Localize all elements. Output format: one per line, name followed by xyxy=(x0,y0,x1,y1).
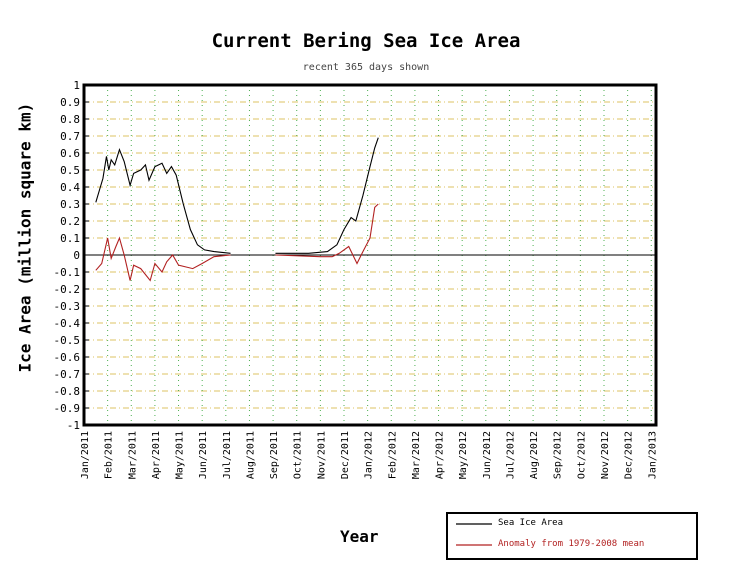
y-tick-label: 0.5 xyxy=(60,164,80,177)
y-tick-label: 1 xyxy=(73,79,80,92)
y-tick-label: 0.1 xyxy=(60,232,80,245)
legend-label-ice: Sea Ice Area xyxy=(498,518,564,528)
legend: Sea Ice Area Anomaly from 1979-2008 mean xyxy=(446,512,698,560)
y-tick-label: 0 xyxy=(73,249,80,262)
chart-subtitle: recent 365 days shown xyxy=(302,62,430,73)
legend-label-anomaly: Anomaly from 1979-2008 mean xyxy=(498,539,645,549)
y-tick-label: -0.9 xyxy=(54,402,81,415)
y-tick-label: -0.1 xyxy=(54,266,81,279)
x-tick-label: Apr/2011 xyxy=(151,431,162,479)
anomaly-line xyxy=(275,203,379,265)
x-tick-label: Jan/2012 xyxy=(364,431,375,479)
chart-title: Current Bering Sea Ice Area xyxy=(211,30,521,52)
y-tick-label: -0.3 xyxy=(54,300,81,313)
x-tick-label: Apr/2012 xyxy=(435,431,446,479)
y-tick-label: 0.4 xyxy=(60,181,80,194)
y-tick-label: 0.6 xyxy=(60,147,80,160)
y-tick-label: -0.2 xyxy=(54,283,81,296)
x-tick-label: Dec/2012 xyxy=(624,431,635,479)
x-tick-label: Sep/2012 xyxy=(553,431,564,479)
y-tick-label: -0.4 xyxy=(54,317,81,330)
anomaly-line xyxy=(95,236,231,282)
x-tick-label: Mar/2012 xyxy=(411,431,422,479)
x-tick-label: Nov/2012 xyxy=(600,431,611,479)
x-tick-label: Nov/2011 xyxy=(316,431,327,479)
x-tick-label: Feb/2012 xyxy=(387,431,398,479)
x-tick-label: Mar/2011 xyxy=(127,431,138,479)
x-tick-label: May/2012 xyxy=(458,431,469,479)
sea-ice-area-line xyxy=(95,147,231,254)
y-tick-label: -1 xyxy=(67,419,80,432)
y-tick-label: -0.5 xyxy=(54,334,81,347)
x-tick-label: Jul/2012 xyxy=(505,431,516,479)
x-tick-label: Jun/2011 xyxy=(198,431,209,479)
x-tick-label: Oct/2011 xyxy=(293,431,304,479)
y-tick-label: 0.3 xyxy=(60,198,80,211)
x-tick-label: Dec/2011 xyxy=(340,431,351,479)
x-tick-label: Sep/2011 xyxy=(269,431,280,479)
x-tick-label: Jan/2011 xyxy=(80,431,91,479)
y-tick-label: 0.9 xyxy=(60,96,80,109)
x-tick-label: Oct/2012 xyxy=(576,431,587,479)
y-tick-label: -0.6 xyxy=(54,351,81,364)
x-tick-label: Aug/2012 xyxy=(529,431,540,479)
x-tick-label: Aug/2011 xyxy=(245,431,256,479)
y-tick-label: 0.2 xyxy=(60,215,80,228)
x-tick-label: Jul/2011 xyxy=(222,431,233,479)
x-axis-label: Year xyxy=(340,527,379,546)
x-tick-label: Jan/2013 xyxy=(647,431,658,479)
y-tick-label: -0.7 xyxy=(54,368,81,381)
x-tick-label: Jun/2012 xyxy=(482,431,493,479)
sea-ice-area-line xyxy=(275,137,379,254)
x-tick-label: Feb/2011 xyxy=(104,431,115,479)
y-tick-label: 0.8 xyxy=(60,113,80,126)
y-tick-label: 0.7 xyxy=(60,130,80,143)
y-tick-label: -0.8 xyxy=(54,385,81,398)
x-tick-label: May/2011 xyxy=(175,431,186,479)
plot-frame xyxy=(82,83,658,427)
